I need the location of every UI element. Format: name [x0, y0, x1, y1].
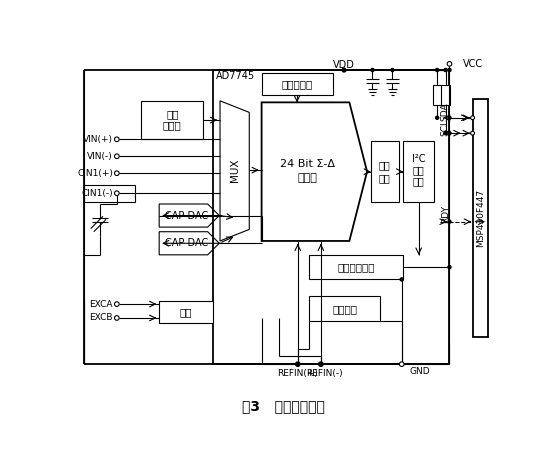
- Circle shape: [471, 131, 474, 135]
- Circle shape: [296, 363, 299, 366]
- Bar: [403, 141, 434, 203]
- Circle shape: [444, 132, 447, 135]
- Text: 滤波: 滤波: [379, 173, 391, 183]
- Circle shape: [435, 68, 439, 72]
- Text: 温度: 温度: [166, 109, 178, 119]
- Circle shape: [371, 68, 374, 72]
- Circle shape: [448, 116, 451, 119]
- Bar: [261, 73, 333, 95]
- Circle shape: [115, 137, 119, 142]
- Circle shape: [447, 62, 452, 66]
- Bar: [309, 255, 403, 279]
- Circle shape: [115, 315, 119, 320]
- Text: 控制逻辑运算: 控制逻辑运算: [337, 262, 375, 272]
- Text: MUX: MUX: [230, 158, 240, 182]
- Bar: [141, 101, 203, 139]
- Circle shape: [448, 266, 451, 269]
- Circle shape: [448, 132, 451, 135]
- Text: MSP430F447: MSP430F447: [476, 189, 485, 247]
- Circle shape: [444, 68, 447, 72]
- Text: RDY: RDY: [441, 205, 450, 223]
- Text: 系列: 系列: [413, 165, 424, 175]
- Text: CIN1(+): CIN1(+): [77, 168, 113, 178]
- Bar: [473, 98, 488, 337]
- Circle shape: [115, 302, 119, 307]
- Text: EXCB: EXCB: [90, 314, 113, 322]
- Bar: [371, 141, 399, 203]
- Circle shape: [448, 68, 451, 72]
- Text: SCL: SCL: [440, 118, 449, 136]
- Text: 24 Bit Σ-Δ: 24 Bit Σ-Δ: [280, 159, 335, 169]
- Text: EXCA: EXCA: [90, 300, 113, 308]
- Text: VIN(+): VIN(+): [83, 135, 113, 144]
- Bar: [309, 296, 380, 321]
- Circle shape: [115, 191, 119, 196]
- Circle shape: [435, 116, 439, 119]
- Circle shape: [295, 362, 300, 366]
- Circle shape: [471, 116, 474, 120]
- Bar: [159, 301, 213, 322]
- Text: 接口: 接口: [413, 176, 424, 187]
- Bar: [85, 185, 135, 202]
- Text: I²C: I²C: [412, 154, 425, 164]
- Text: AD7745: AD7745: [216, 71, 255, 81]
- Circle shape: [319, 363, 322, 366]
- Text: CAP DAC: CAP DAC: [165, 211, 208, 220]
- Text: 传感器: 传感器: [163, 120, 182, 130]
- Circle shape: [448, 220, 451, 223]
- Text: REFIN(-): REFIN(-): [306, 369, 343, 378]
- Circle shape: [399, 362, 404, 366]
- Text: 参考电压: 参考电压: [332, 304, 357, 314]
- Circle shape: [400, 278, 403, 281]
- Text: SDA: SDA: [440, 102, 449, 121]
- Text: CIN1(-): CIN1(-): [81, 189, 113, 197]
- Text: CAP DAC: CAP DAC: [165, 238, 208, 248]
- Text: GND: GND: [409, 367, 430, 376]
- Bar: [433, 86, 442, 105]
- Circle shape: [115, 154, 119, 159]
- Circle shape: [115, 171, 119, 176]
- Text: 时钟发生器: 时钟发生器: [281, 79, 312, 89]
- Text: VDD: VDD: [333, 60, 355, 70]
- Circle shape: [391, 68, 394, 72]
- Bar: [441, 86, 450, 105]
- Text: 励磁: 励磁: [180, 307, 192, 317]
- Text: VIN(-): VIN(-): [87, 152, 113, 161]
- Text: 数字: 数字: [379, 161, 391, 170]
- Circle shape: [319, 362, 323, 366]
- Text: 图3   信号调理电路: 图3 信号调理电路: [243, 400, 325, 414]
- Text: VCC: VCC: [463, 59, 484, 69]
- Text: REFIN(+): REFIN(+): [278, 369, 318, 378]
- Circle shape: [342, 68, 346, 72]
- Text: 调节器: 调节器: [298, 173, 318, 183]
